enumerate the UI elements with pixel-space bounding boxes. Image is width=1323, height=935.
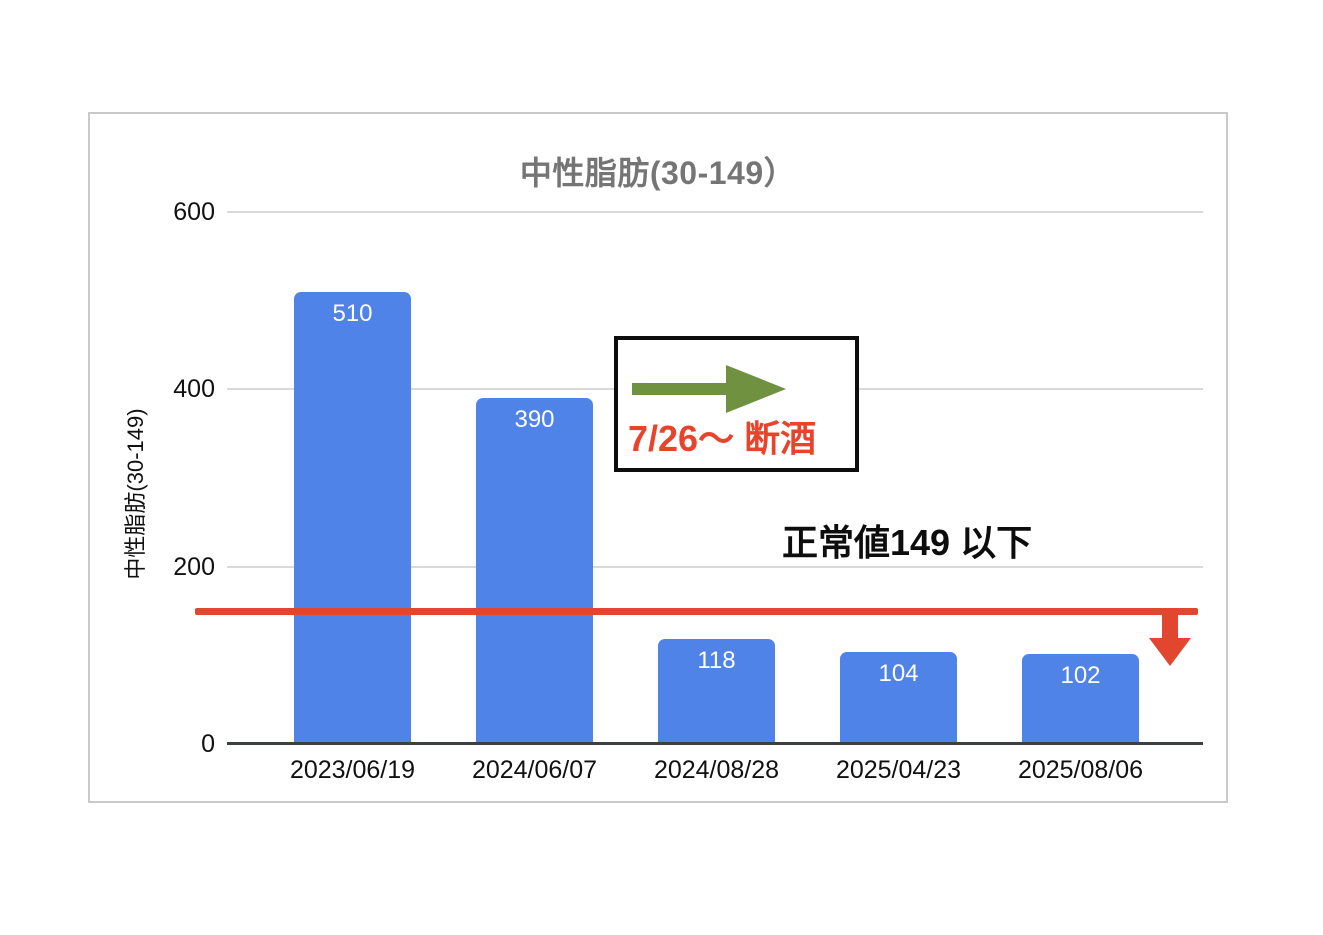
threshold-down-arrow-icon <box>1149 614 1191 666</box>
bar-value-label: 102 <box>1060 661 1101 689</box>
bar: 510 <box>294 291 411 744</box>
gridline <box>227 565 1203 568</box>
green-right-arrow-icon <box>632 365 786 413</box>
bar-value-label: 390 <box>514 406 555 434</box>
gridline <box>227 211 1203 213</box>
bar-value-label: 104 <box>878 659 919 687</box>
bar: 390 <box>476 398 593 744</box>
x-tick-label: 2025/08/06 <box>1017 756 1144 784</box>
bar: 118 <box>658 639 775 744</box>
bar: 102 <box>1022 653 1139 744</box>
abstinence-label: 7/26〜 断酒 <box>628 418 817 459</box>
y-tick-label: 400 <box>173 375 215 404</box>
y-tick-label: 200 <box>173 552 215 581</box>
y-tick-label: 600 <box>173 198 215 226</box>
x-tick-label: 2025/04/23 <box>835 756 962 784</box>
chart-title: 中性脂肪(30-149） <box>519 155 797 191</box>
plot-area: 510 390 118 104 102 <box>227 211 1203 745</box>
normal-value-note: 正常値149 以下 <box>782 522 1033 563</box>
x-tick-label: 2023/06/19 <box>289 756 416 784</box>
threshold-line <box>195 608 1198 616</box>
bar-value-label: 510 <box>332 299 373 327</box>
x-tick-label: 2024/08/28 <box>653 756 780 784</box>
x-axis-line <box>227 742 1203 745</box>
bar-value-label: 118 <box>697 647 736 675</box>
chart-card: 中性脂肪(30-149） 中性脂肪(30-149) 510 390 118 104 10… <box>88 112 1228 803</box>
y-tick-label: 0 <box>201 730 215 758</box>
bar: 104 <box>840 651 957 744</box>
abstinence-annotation-box: 7/26〜 断酒 <box>614 336 859 472</box>
x-tick-label: 2024/06/07 <box>471 756 598 784</box>
